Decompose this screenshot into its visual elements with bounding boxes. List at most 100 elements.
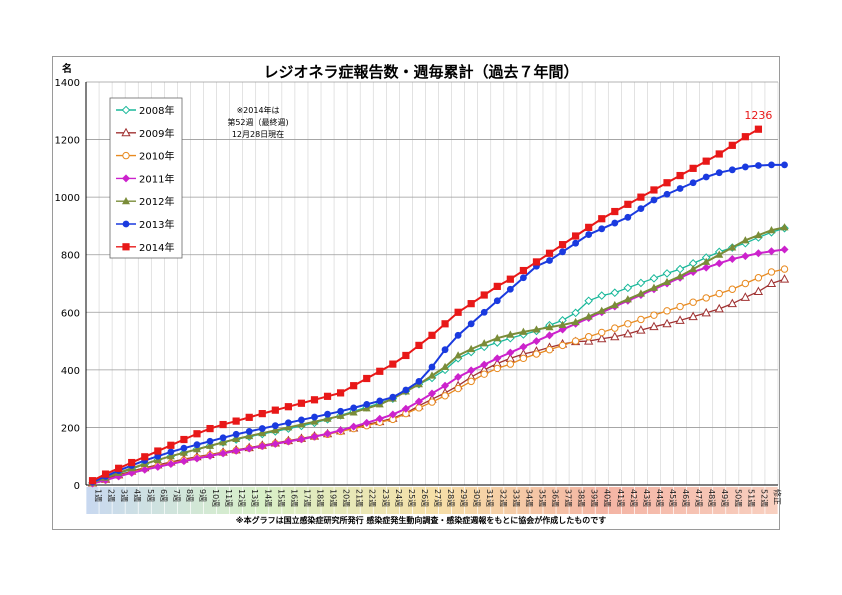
data-point [153,462,162,471]
data-point [636,278,646,288]
data-point [441,392,449,400]
data-point [428,389,436,398]
data-point [506,348,515,357]
data-point [245,431,254,440]
data-point [585,231,593,238]
data-point [206,441,215,449]
legend-label: 2011年 [139,172,174,185]
data-point [375,414,384,423]
legend-item: 2008年 [116,104,174,117]
x-tick-label: 45週 [668,489,677,507]
axes: 0 200 400 600 800 1000 1200 1400 1週 2週 3週 4週 5週 6週 7週 8… [55,78,783,507]
data-point [454,308,462,316]
x-tick-label: 47週 [694,489,703,507]
data-point [284,403,292,411]
series-layer [87,125,790,488]
data-point [179,457,188,466]
x-tick-label: 38週 [577,489,586,507]
data-point [402,386,410,394]
data-point [767,268,776,276]
data-point [636,289,645,297]
data-point [284,423,293,431]
data-point [219,434,227,442]
data-point [689,298,697,306]
data-point [258,428,267,437]
data-point [754,125,763,133]
data-point [441,381,450,390]
data-point [702,257,711,265]
data-point [545,346,554,354]
data-point [232,430,240,438]
data-point [441,320,449,328]
data-point [428,371,436,379]
data-point [584,312,593,320]
data-point [179,448,188,456]
data-point [219,438,228,446]
data-point [741,163,749,171]
data-point [754,274,763,282]
x-tick-label: 30週 [472,489,481,507]
data-point [728,255,737,264]
data-point [702,294,710,302]
data-point [337,407,345,415]
data-point [623,295,632,303]
x-tick-label: 15週 [276,489,285,507]
x-tick-label: 46週 [681,489,690,507]
data-point [324,410,331,418]
data-point [715,169,723,177]
data-point [349,422,358,431]
data-point [545,323,554,331]
gridlines [85,81,779,486]
data-point [428,398,436,406]
data-point [506,360,515,368]
x-tick-label: 2週 [107,489,116,502]
y-tick-label: 0 [74,481,80,492]
data-point [624,213,632,221]
x-tick-label: 10週 [211,489,220,507]
data-point [611,219,619,227]
data-point [414,397,423,406]
x-tick-label: 29週 [459,489,468,507]
data-point [611,207,619,216]
data-point [558,241,567,249]
note-line: 第52週（最終週) [227,117,288,127]
data-point [493,282,501,290]
data-point [122,243,130,251]
data-point [219,449,228,458]
data-point [598,215,606,223]
data-point [519,266,527,275]
data-point [362,404,371,412]
data-point [532,350,541,358]
data-point [245,444,254,453]
y-tick-label: 200 [61,423,80,434]
data-point [480,308,488,316]
legend-label: 2012年 [139,195,174,208]
data-point [493,364,501,373]
legend-item: 2013年 [116,218,174,231]
data-point [336,411,345,419]
data-point [753,286,764,296]
legend-label: 2010年 [139,150,174,163]
data-point [740,292,750,301]
data-point [519,327,528,335]
data-point [467,300,475,308]
data-point [454,351,463,359]
data-point [467,344,476,353]
data-point [363,374,371,383]
data-point [193,430,201,438]
data-point [298,416,305,424]
data-point [532,325,541,333]
data-point [649,274,659,283]
data-point [598,225,606,233]
data-point [337,389,345,397]
x-tick-label: 19週 [329,489,338,507]
x-tick-label: 37週 [564,489,573,507]
x-tick-label: 43週 [642,489,651,507]
y-tick-label: 1400 [55,78,80,89]
y-tick-label: 600 [61,308,80,319]
data-point [754,230,763,239]
data-point [780,265,789,273]
data-point [206,451,215,460]
data-point [493,333,502,342]
